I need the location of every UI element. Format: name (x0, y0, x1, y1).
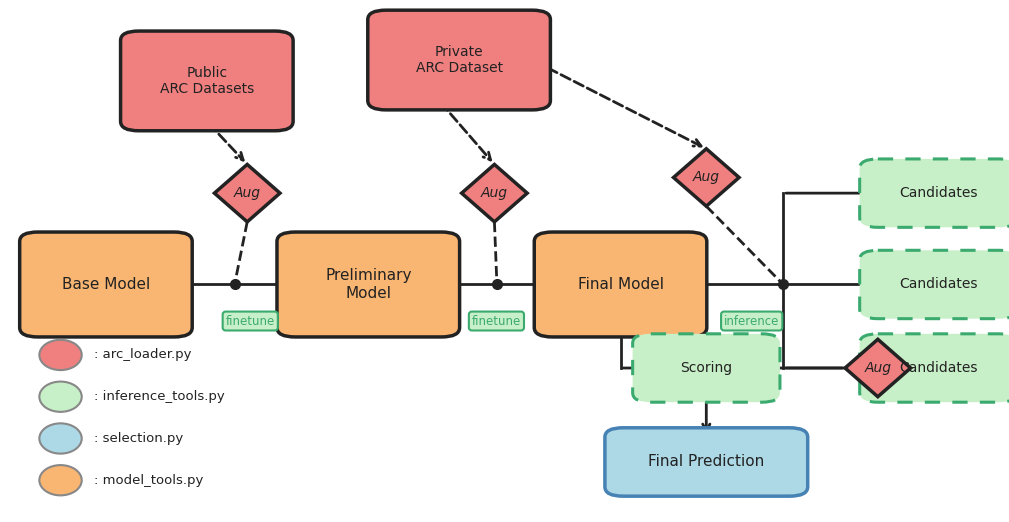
Ellipse shape (39, 465, 82, 495)
Text: : inference_tools.py: : inference_tools.py (94, 390, 225, 403)
Text: finetune: finetune (226, 315, 274, 327)
Text: Final Prediction: Final Prediction (648, 455, 765, 469)
Text: : selection.py: : selection.py (94, 432, 183, 445)
Text: inference: inference (724, 315, 779, 327)
FancyBboxPatch shape (633, 334, 780, 402)
Text: Base Model: Base Model (62, 277, 150, 292)
FancyBboxPatch shape (860, 251, 1009, 318)
FancyBboxPatch shape (276, 232, 459, 337)
Text: Public
ARC Datasets: Public ARC Datasets (159, 66, 254, 96)
Text: Private
ARC Dataset: Private ARC Dataset (416, 45, 502, 75)
Text: Candidates: Candidates (899, 278, 978, 291)
Text: Candidates: Candidates (899, 361, 978, 375)
FancyBboxPatch shape (604, 428, 807, 496)
Ellipse shape (39, 340, 82, 370)
Ellipse shape (39, 382, 82, 412)
FancyBboxPatch shape (860, 159, 1009, 228)
Polygon shape (846, 339, 910, 397)
Text: : model_tools.py: : model_tools.py (94, 474, 203, 487)
FancyBboxPatch shape (860, 334, 1009, 402)
Polygon shape (673, 149, 739, 206)
FancyBboxPatch shape (19, 232, 192, 337)
Ellipse shape (39, 423, 82, 454)
Text: Aug: Aug (234, 186, 260, 200)
Text: Aug: Aug (481, 186, 508, 200)
Polygon shape (214, 164, 279, 222)
Text: Final Model: Final Model (577, 277, 664, 292)
FancyBboxPatch shape (367, 10, 551, 110)
Text: : arc_loader.py: : arc_loader.py (94, 349, 192, 361)
FancyBboxPatch shape (535, 232, 706, 337)
Text: finetune: finetune (472, 315, 521, 327)
Text: Preliminary
Model: Preliminary Model (325, 268, 412, 301)
Text: Aug: Aug (865, 361, 891, 375)
Polygon shape (462, 164, 527, 222)
Text: Candidates: Candidates (899, 186, 978, 200)
Text: Aug: Aug (693, 171, 719, 184)
FancyBboxPatch shape (120, 31, 293, 130)
Text: Scoring: Scoring (680, 361, 733, 375)
